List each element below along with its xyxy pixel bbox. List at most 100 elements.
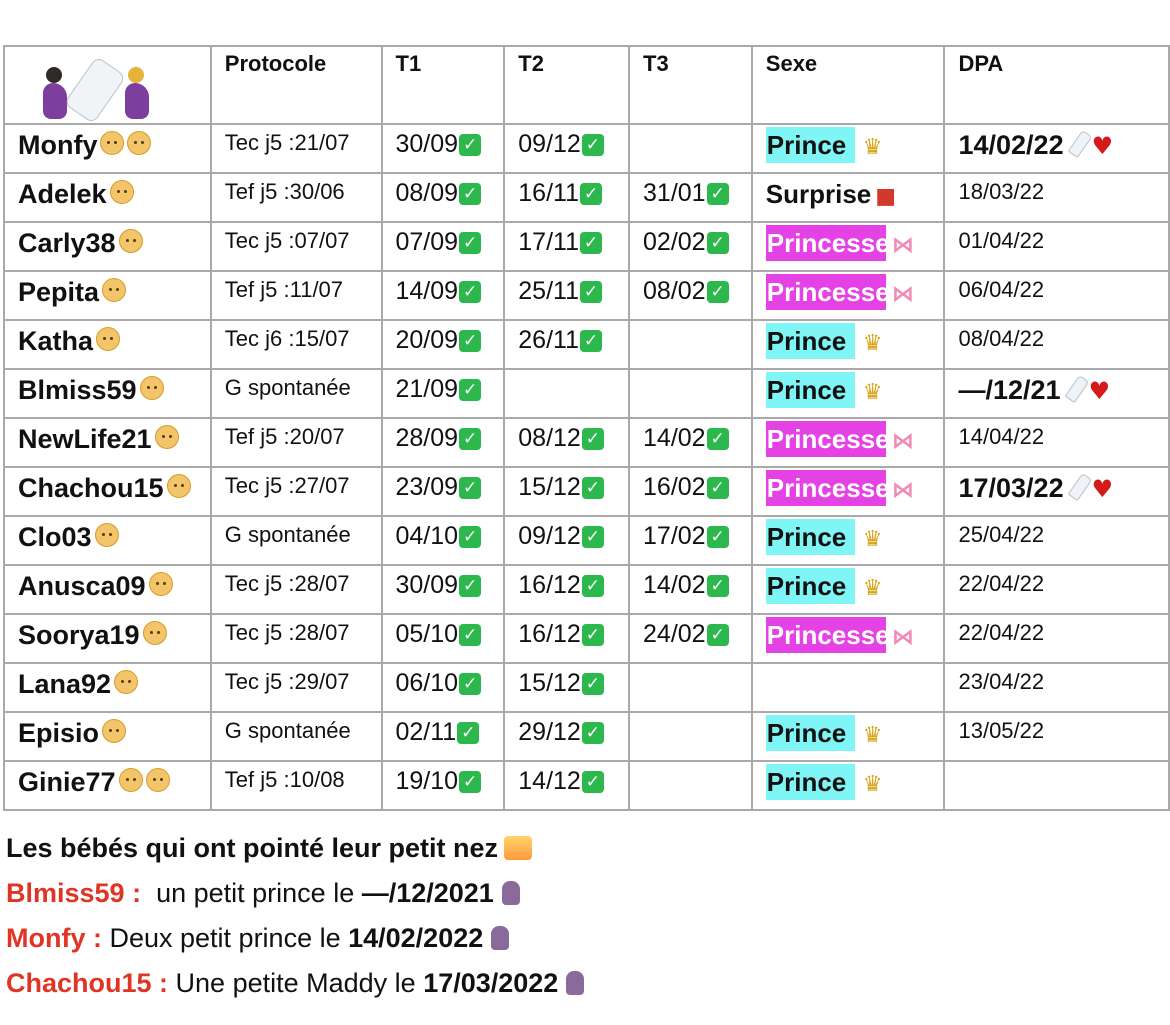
cell-name: Lana92: [3, 662, 212, 713]
cell-t1: 14/09 ✓: [380, 270, 506, 321]
member-name: Ginie77: [18, 767, 116, 797]
table-row: Katha Tec j6 :15/07 20/09 ✓ 26/11 ✓ Prince ♛ 08/…: [3, 319, 1170, 370]
check-mark-icon: ✓: [459, 281, 482, 303]
check-mark-icon: ✓: [581, 428, 604, 450]
header-row: Protocole T1 T2 T3 Sexe DPA: [3, 45, 1170, 125]
cell-protocole: G spontanée: [209, 368, 383, 419]
baby-face-icon: [154, 425, 179, 449]
baby-face-icon: [109, 180, 134, 204]
cell-protocole: Tec j5 :28/07: [209, 564, 383, 615]
t3-date: 31/01: [643, 179, 706, 207]
cell-name: Adelek: [3, 172, 212, 223]
protocole-value: Tec j5 :28/07: [224, 571, 350, 596]
cell-t2: [503, 368, 631, 419]
dpa-date: 01/04/22: [958, 228, 1045, 253]
header-label: DPA: [958, 51, 1004, 76]
cell-name: Chachou15: [3, 466, 212, 517]
cell-t2: 16/11 ✓: [503, 172, 631, 223]
crown-icon: ♛: [862, 135, 883, 160]
protocole-value: Tef j5 :30/06: [224, 179, 345, 204]
cell-t2: 14/12 ✓: [503, 760, 631, 811]
baby-face-icon: [118, 229, 143, 253]
check-mark-icon: ✓: [579, 281, 602, 303]
cell-sexe: Prince ♛: [750, 123, 946, 174]
born-entry-date: 14/02/2022: [348, 923, 484, 953]
header-label: Sexe: [765, 51, 818, 76]
t3-date: 08/02: [643, 277, 706, 305]
born-entry-text: Une petite Maddy le: [168, 968, 424, 998]
cell-sexe: Surprise ■: [750, 172, 946, 223]
header-sexe: Sexe: [750, 45, 946, 125]
born-babies-title-line: Les bébés qui ont pointé leur petit nez: [6, 826, 584, 871]
sexe-label: Prince: [765, 519, 855, 555]
check-mark-icon: ✓: [706, 281, 729, 303]
cell-t3: 31/01 ✓: [628, 172, 753, 223]
cell-t2: 29/12 ✓: [503, 711, 631, 762]
t3-date: 17/02: [643, 522, 706, 550]
t2-date: 16/12: [518, 620, 581, 648]
sexe-label: Princesse: [765, 225, 890, 261]
t2-date: 29/12: [518, 718, 581, 746]
cell-t2: 09/12 ✓: [503, 515, 631, 566]
check-mark-icon: ✓: [459, 428, 482, 450]
cell-name: Episio: [3, 711, 212, 762]
header-t3: T3: [628, 45, 753, 125]
cell-t1: 20/09 ✓: [380, 319, 506, 370]
table-row: Chachou15 Tec j5 :27/07 23/09 ✓ 15/12 ✓ 16/02 ✓…: [3, 466, 1170, 517]
table-row: Clo03 G spontanée 04/10 ✓ 09/12 ✓ 17/02 ✓ Prince…: [3, 515, 1170, 566]
cell-sexe: Prince ♛: [750, 515, 946, 566]
crown-icon: ♛: [862, 576, 883, 601]
cell-t2: 17/11 ✓: [503, 221, 631, 272]
sexe-label: Princesse: [765, 470, 890, 506]
born-babies-section: Les bébés qui ont pointé leur petit nez …: [6, 826, 585, 1006]
member-name: Adelek: [18, 179, 107, 209]
check-mark-icon: ✓: [459, 330, 482, 352]
cell-sexe: Prince ♛: [750, 564, 946, 615]
cell-dpa: 14/04/22: [943, 417, 1170, 468]
t2-date: 25/11: [518, 277, 579, 305]
baby-face-icon: [148, 572, 173, 596]
check-mark-icon: ✓: [459, 477, 482, 499]
cell-t1: 05/10 ✓: [380, 613, 506, 664]
member-name: Monfy: [18, 130, 98, 160]
t2-date: 26/11: [518, 326, 579, 354]
check-mark-icon: ✓: [581, 526, 604, 548]
cell-t3: [628, 123, 753, 174]
cell-t2: 15/12 ✓: [503, 662, 631, 713]
t1-date: 21/09: [395, 375, 459, 403]
cell-sexe: Princesse⋈: [750, 270, 946, 321]
dpa-date: 08/04/22: [958, 326, 1045, 351]
t1-date: 23/09: [395, 473, 459, 501]
cell-t3: 16/02 ✓: [628, 466, 753, 517]
table-row: Blmiss59 G spontanée 21/09 ✓ Prince ♛ —/12/21 ♥: [3, 368, 1170, 419]
header-t1: T1: [380, 45, 506, 125]
born-entry: Monfy : Deux petit prince le 14/02/2022: [6, 916, 584, 961]
protocole-value: G spontanée: [224, 375, 351, 400]
baby-face-icon: [166, 474, 191, 498]
cell-name: Katha: [3, 319, 212, 370]
born-entry: Blmiss59 : un petit prince le —/12/2021: [6, 871, 584, 916]
table-row: Carly38 Tec j5 :07/07 07/09 ✓ 17/11 ✓ 02/02 ✓ Pr…: [3, 221, 1170, 272]
cell-dpa: —/12/21 ♥: [943, 368, 1170, 419]
sexe-label: Princesse: [765, 617, 890, 653]
born-entry-name: Blmiss59 :: [6, 878, 142, 908]
crown-icon: ♛: [862, 772, 883, 797]
check-mark-icon: ✓: [459, 526, 482, 548]
check-mark-icon: ✓: [706, 232, 729, 254]
heart-icon: ♥: [1091, 132, 1114, 160]
cell-t1: 28/09 ✓: [380, 417, 506, 468]
cell-t3: 17/02 ✓: [628, 515, 753, 566]
table-row: NewLife21 Tef j5 :20/07 28/09 ✓ 08/12 ✓ 14/02 ✓…: [3, 417, 1170, 468]
table-row: Monfy Tec j5 :21/07 30/09 ✓ 09/12 ✓ Prince ♛ 14/…: [3, 123, 1170, 174]
dpa-date: 14/04/22: [958, 424, 1045, 449]
header-protocole: Protocole: [209, 45, 383, 125]
breastfeeding-icon: [501, 881, 520, 905]
t1-date: 05/10: [395, 620, 459, 648]
protocole-value: Tec j5 :29/07: [224, 669, 350, 694]
dpa-date: 18/03/22: [958, 179, 1045, 204]
t2-date: 16/11: [518, 179, 579, 207]
t1-date: 02/11: [395, 718, 457, 746]
protocole-value: Tec j5 :28/07: [224, 620, 350, 645]
header-t2: T2: [503, 45, 631, 125]
protocole-value: Tec j5 :21/07: [224, 130, 350, 155]
